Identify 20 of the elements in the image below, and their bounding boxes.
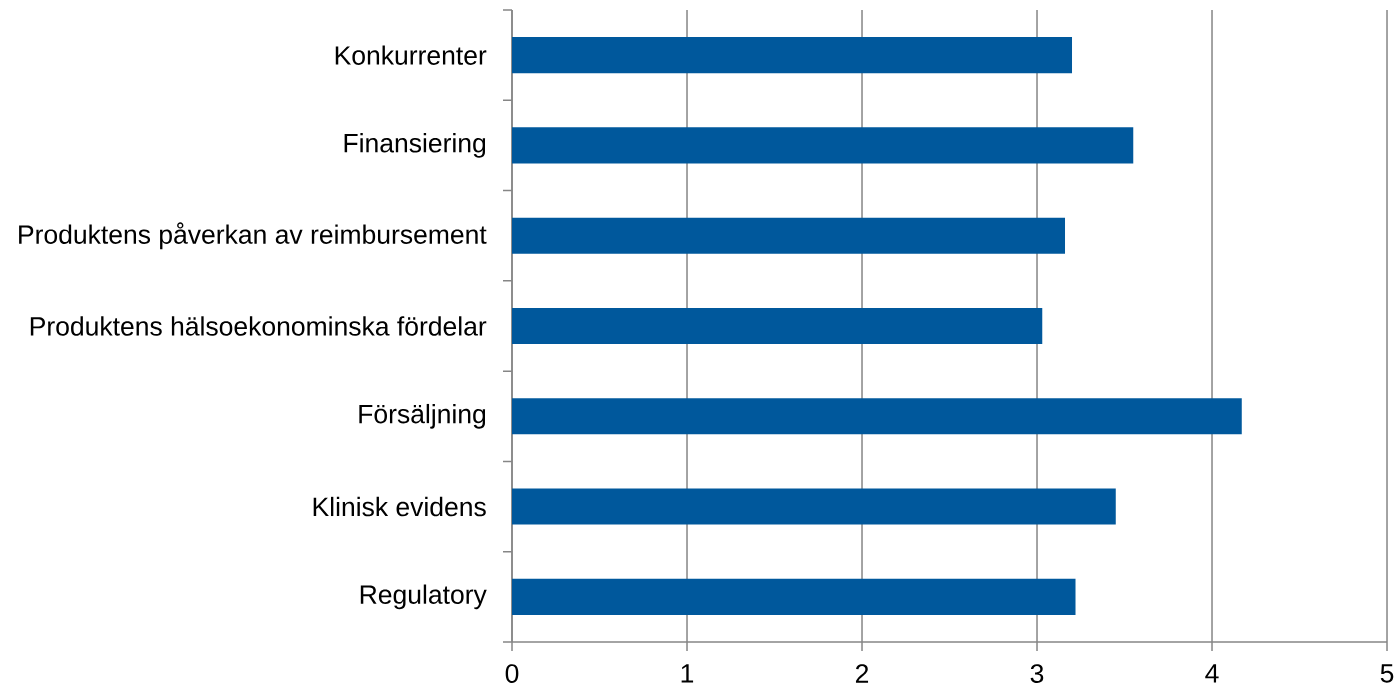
y-tick-label: Försäljning: [359, 403, 486, 429]
bar: [512, 398, 1242, 435]
x-tick-label: 1: [681, 664, 694, 683]
y-tick-label: Konkurrenter: [335, 45, 487, 65]
y-tick-label: Produktens påverkan av reimbursement: [19, 222, 487, 250]
x-tick-label: 5: [1380, 664, 1394, 683]
bar: [512, 578, 1076, 615]
x-tick-label: 0: [505, 664, 519, 683]
y-tick-label: Regulatory: [360, 584, 487, 610]
bar: [512, 37, 1073, 74]
bar: [512, 488, 1116, 525]
x-tick-label: 2: [855, 664, 869, 683]
y-tick-label: Finansiering: [344, 133, 486, 158]
bar: [512, 307, 1043, 345]
x-tick-label: 4: [1205, 664, 1219, 683]
bar: [512, 127, 1134, 164]
x-tick-label: 3: [1030, 664, 1044, 683]
bar: [512, 217, 1066, 254]
y-tick-label: Klinisk evidens: [313, 496, 486, 517]
y-tick-label: Produktens hälsoekonominska fördelar: [30, 316, 487, 336]
